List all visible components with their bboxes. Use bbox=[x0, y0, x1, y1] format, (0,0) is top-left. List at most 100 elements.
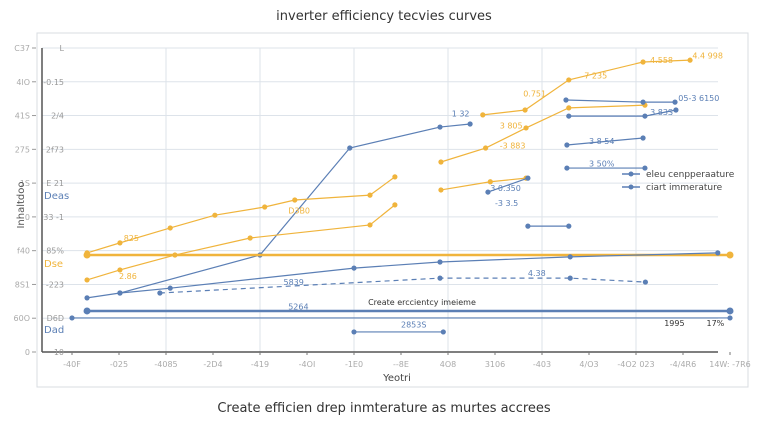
data-point bbox=[83, 307, 91, 315]
x-tick-label: 4O8 bbox=[440, 360, 456, 369]
data-point bbox=[642, 113, 648, 119]
data-point bbox=[84, 277, 90, 283]
y-tick-label-outer: C37 bbox=[14, 44, 30, 53]
annotations-layer: Create erccientcy imeieme 2853S 1995 17% D3B… bbox=[119, 52, 725, 330]
y-tick-label-inner: -223 bbox=[46, 280, 64, 289]
data-point bbox=[367, 192, 373, 198]
y-tick-label-outer: 8S1 bbox=[15, 280, 30, 289]
legend: eleu cenpperaature ciart immerature bbox=[622, 170, 735, 193]
data-point bbox=[440, 329, 446, 335]
x-tick-label: -40F bbox=[63, 360, 81, 369]
x-tick-label: -4085 bbox=[154, 360, 177, 369]
data-point bbox=[167, 285, 173, 291]
ticks-layer: -40F -025 -4085 -2D4 -419 -4OI -1E0 --8E 4O8 3106… bbox=[14, 44, 751, 369]
data-point bbox=[523, 125, 529, 131]
y-tick-label-outer: 41S bbox=[15, 112, 30, 121]
x-tick-label: --8E bbox=[393, 360, 409, 369]
x-tick-label: -4O2 023 bbox=[617, 360, 654, 369]
data-label: 4.38 bbox=[528, 269, 546, 278]
data-point bbox=[438, 187, 444, 193]
data-label: 3 83S bbox=[650, 108, 673, 117]
data-label: 1995 bbox=[664, 319, 684, 328]
data-point bbox=[727, 315, 733, 321]
data-point bbox=[564, 142, 570, 148]
data-point bbox=[567, 254, 573, 260]
data-label: 3 805 bbox=[500, 122, 523, 131]
y-tick-label-outer: 0 bbox=[25, 213, 30, 222]
x-tick-label: 14W: -7R6 bbox=[709, 360, 750, 369]
y-tick-label-outer: 60O bbox=[14, 314, 30, 323]
data-label: 3 0.350 bbox=[490, 184, 521, 193]
y-tick-label-outer: 4lO bbox=[16, 78, 30, 87]
data-point bbox=[437, 259, 443, 265]
x-tick-label: -2D4 bbox=[203, 360, 222, 369]
data-point bbox=[642, 279, 649, 285]
data-label: Create erccientcy imeieme bbox=[368, 298, 476, 307]
chart-frame bbox=[36, 32, 749, 388]
y-tick-label-inner: D6D bbox=[47, 314, 64, 323]
data-point bbox=[392, 174, 398, 180]
data-label: 825 bbox=[124, 234, 139, 243]
series-line-2 bbox=[86, 204, 396, 281]
data-point bbox=[525, 175, 531, 181]
data-point bbox=[487, 179, 493, 185]
legend-label: eleu cenpperaature bbox=[646, 170, 735, 180]
y-tick-label-outer: 1S bbox=[20, 179, 30, 188]
data-point bbox=[480, 112, 486, 118]
x-tick-label: -4/4R6 bbox=[670, 360, 696, 369]
series-line-5 bbox=[159, 277, 646, 294]
data-point bbox=[726, 307, 734, 315]
x-tick-label: -4OI bbox=[299, 360, 316, 369]
data-point bbox=[485, 189, 491, 195]
y-tick-label-outer: 0 bbox=[25, 348, 30, 357]
y-tick-label-inner: 85% bbox=[46, 247, 64, 256]
data-point bbox=[167, 225, 173, 231]
data-point bbox=[84, 295, 90, 301]
data-point bbox=[347, 145, 353, 151]
data-point bbox=[715, 250, 721, 256]
data-label: -3 3.5 bbox=[495, 199, 518, 208]
data-point bbox=[437, 275, 443, 281]
y-side-marker: Dse bbox=[44, 259, 63, 270]
y-tick-label-inner: E 21 bbox=[46, 179, 64, 188]
data-label: 2853S bbox=[401, 321, 426, 330]
data-point bbox=[566, 223, 572, 229]
data-point bbox=[564, 165, 570, 171]
x-tick-label: -419 bbox=[251, 360, 269, 369]
data-label: 17% bbox=[707, 319, 725, 328]
x-tick-label: 4/O3 bbox=[579, 360, 598, 369]
data-point bbox=[567, 275, 573, 281]
data-point bbox=[563, 97, 569, 103]
chart-caption: Create efficien drep inmterature as murt… bbox=[217, 401, 551, 416]
series-line-1 bbox=[86, 176, 396, 254]
data-point bbox=[525, 223, 531, 229]
data-label: 2.86 bbox=[119, 272, 137, 281]
data-point bbox=[687, 57, 693, 63]
data-point bbox=[117, 290, 123, 296]
y-tick-label-outer: f40 bbox=[17, 247, 30, 256]
data-point bbox=[117, 240, 123, 246]
data-point bbox=[640, 135, 646, 141]
data-point bbox=[566, 77, 572, 83]
data-label: D3B0 bbox=[288, 207, 310, 216]
data-point bbox=[83, 251, 91, 259]
y-tick-label-inner: -0.15 bbox=[43, 78, 64, 87]
y-axis-label: Inhaltdoo bbox=[16, 181, 27, 228]
y-tick-label-inner: 10 bbox=[54, 348, 64, 357]
data-point bbox=[351, 329, 357, 335]
data-point bbox=[117, 267, 123, 273]
data-label: 5839 bbox=[284, 278, 304, 287]
x-tick-label: -025 bbox=[110, 360, 128, 369]
data-point bbox=[673, 107, 679, 113]
legend-marker bbox=[628, 171, 634, 177]
series-layer bbox=[69, 57, 734, 335]
y-tick-label-inner: 2/4 bbox=[51, 112, 64, 121]
y-side-marker: Dad bbox=[44, 325, 64, 336]
series-line-12 bbox=[565, 99, 676, 103]
data-point bbox=[367, 222, 373, 228]
data-point bbox=[437, 124, 443, 130]
data-label: 3 8 54 bbox=[589, 137, 614, 146]
data-label: 7 235 bbox=[584, 71, 607, 80]
y-tick-label-inner: L bbox=[60, 44, 65, 53]
